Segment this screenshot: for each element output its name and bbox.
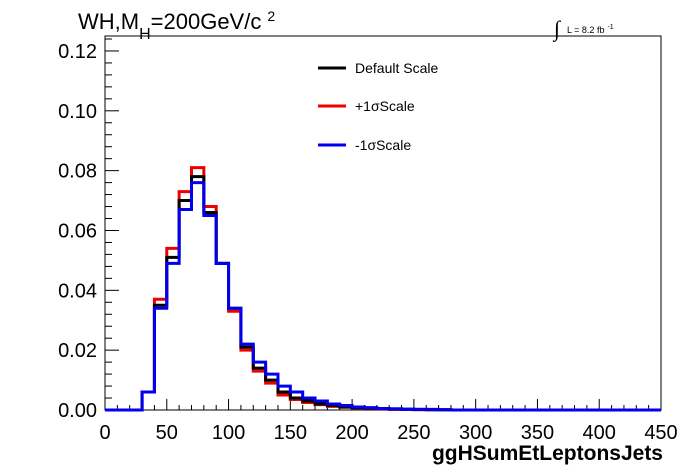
- x-axis-label: ggHSumEtLeptonsJets: [432, 442, 663, 465]
- title-rest: =200GeV/c: [151, 9, 262, 34]
- x-tick-label: 50: [156, 422, 178, 444]
- integral-symbol: ∫: [552, 16, 562, 42]
- y-tick-label: 0.08: [58, 161, 97, 183]
- axes: 0 50 100 150 200 250 300 350 400 450 0.00 0.02 0.04 0…: [58, 38, 678, 444]
- x-tick-label: 150: [274, 422, 307, 444]
- lumi-superscript: -1: [607, 24, 613, 31]
- series-line-minus: [105, 181, 661, 412]
- y-tick-label: 0.00: [58, 400, 97, 422]
- x-tick-label: 400: [583, 422, 616, 444]
- title-main: WH,M: [78, 9, 139, 34]
- lumi-text: L = 8.2 fb: [567, 25, 604, 35]
- x-tick-label: 0: [99, 422, 110, 444]
- chart-title: WH,MH=200GeV/c 2: [78, 8, 275, 43]
- y-tick-label: 0.02: [58, 340, 97, 362]
- y-tick-label: 0.04: [58, 280, 97, 302]
- x-tick-label: 200: [335, 422, 368, 444]
- x-tick-label: 300: [459, 422, 492, 444]
- legend: Default Scale +1σScale -1σScale: [318, 60, 438, 153]
- x-tick-label: 450: [644, 422, 677, 444]
- legend-label-default: Default Scale: [355, 60, 438, 76]
- y-tick-label: 0.06: [58, 220, 97, 242]
- legend-label-plus: +1σScale: [355, 98, 415, 114]
- x-tick-label: 250: [397, 422, 430, 444]
- legend-label-minus: -1σScale: [355, 137, 411, 153]
- y-tick-label: 0.10: [58, 101, 97, 123]
- series-group: [105, 166, 661, 412]
- x-tick-label: 100: [212, 422, 245, 444]
- title-superscript: 2: [267, 8, 275, 24]
- x-tick-label: 350: [521, 422, 554, 444]
- y-tick-label: 0.12: [58, 41, 97, 63]
- lumi-label: L = 8.2 fb -1: [567, 24, 614, 35]
- title-subscript: H: [139, 26, 151, 43]
